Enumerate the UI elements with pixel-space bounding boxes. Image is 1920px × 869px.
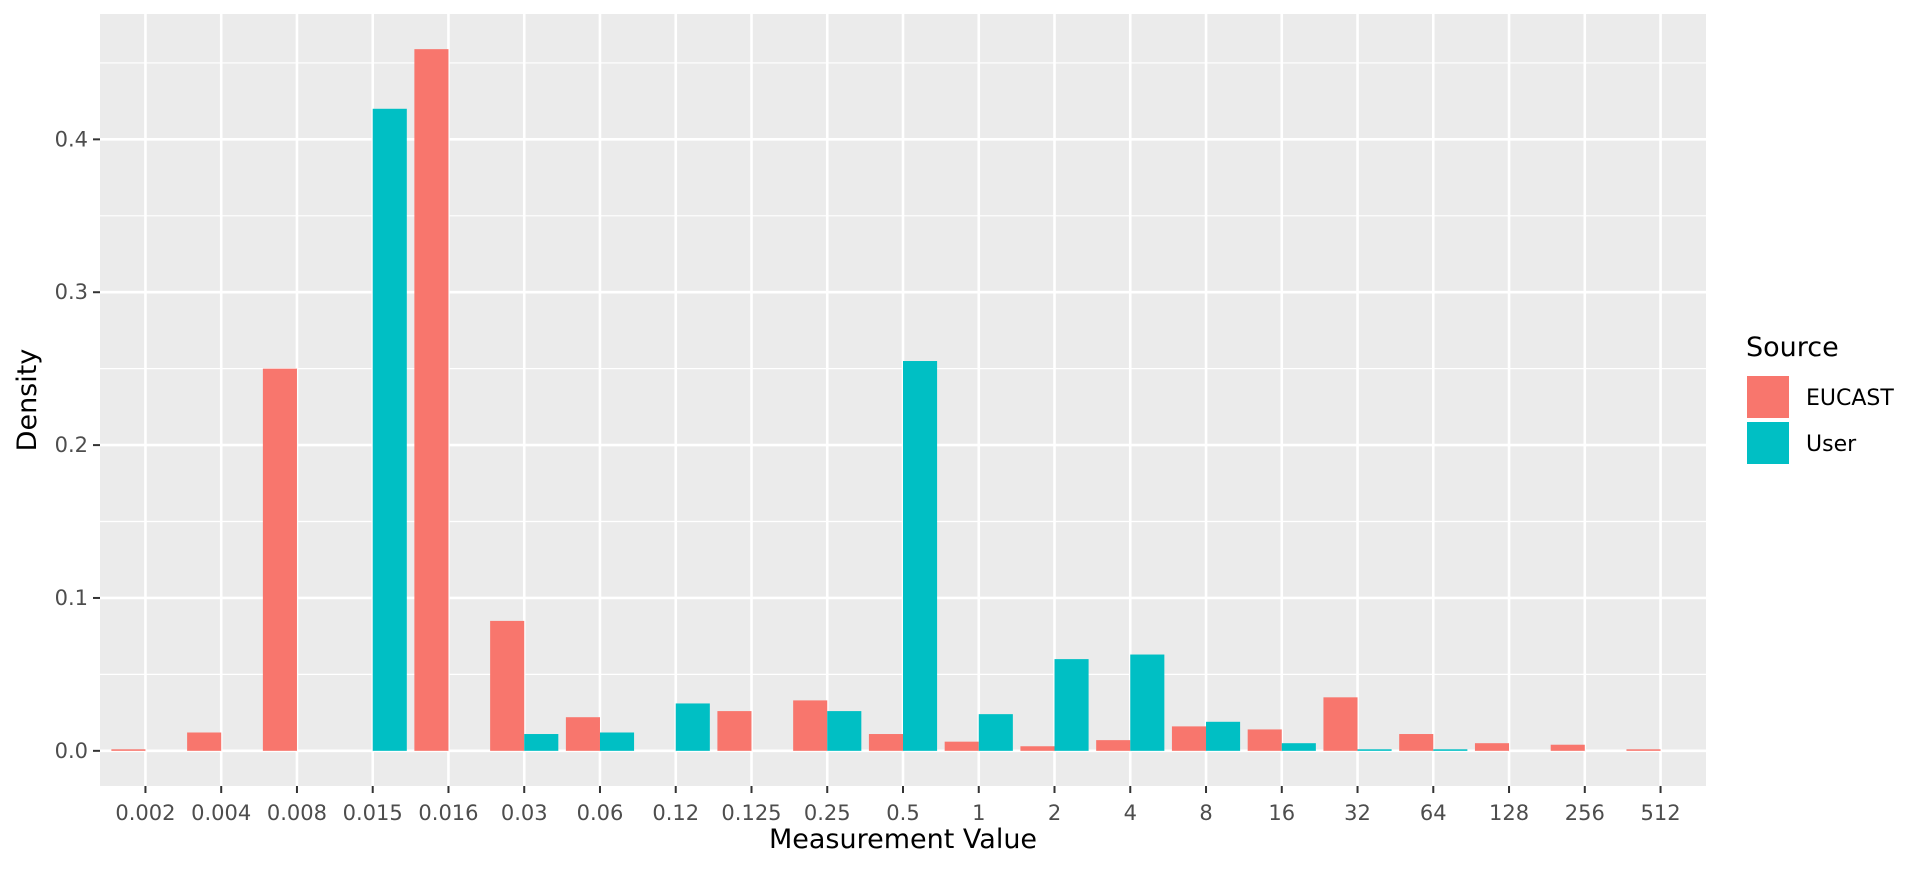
bar-eucast-8 bbox=[1171, 726, 1207, 751]
legend-label-eucast: EUCAST bbox=[1806, 386, 1894, 411]
bar-user-0.5 bbox=[903, 361, 938, 751]
x-tick-label: 0.016 bbox=[418, 801, 478, 825]
x-tick-label: 0.06 bbox=[577, 801, 624, 825]
bar-eucast-0.004 bbox=[187, 732, 222, 751]
bar-eucast-0.03 bbox=[490, 620, 525, 751]
x-tick-label: 0.25 bbox=[804, 801, 851, 825]
x-tick-label: 2 bbox=[1048, 801, 1061, 825]
bar-user-1 bbox=[978, 714, 1013, 751]
bar-user-0.25 bbox=[827, 711, 862, 751]
bar-eucast-0.002 bbox=[111, 749, 146, 751]
bar-eucast-16 bbox=[1247, 729, 1282, 751]
x-tick-label: 16 bbox=[1268, 801, 1295, 825]
x-tick-label: 1 bbox=[972, 801, 985, 825]
legend: Source EUCAST User bbox=[1745, 332, 1894, 466]
x-tick-label: 0.03 bbox=[501, 801, 548, 825]
x-tick-label: 64 bbox=[1420, 801, 1447, 825]
bar-user-0.03 bbox=[524, 734, 559, 751]
bar-eucast-512 bbox=[1626, 749, 1661, 751]
x-tick-label: 512 bbox=[1641, 801, 1681, 825]
legend-label-user: User bbox=[1806, 432, 1857, 457]
bar-eucast-0.016 bbox=[414, 49, 449, 751]
bar-user-16 bbox=[1281, 743, 1316, 751]
y-tick-label: 0.2 bbox=[55, 433, 88, 457]
x-tick-label: 4 bbox=[1124, 801, 1137, 825]
legend-key-user bbox=[1745, 420, 1791, 466]
x-tick-label: 128 bbox=[1489, 801, 1529, 825]
legend-key-eucast bbox=[1745, 374, 1791, 420]
bar-user-0.06 bbox=[599, 732, 635, 751]
bar-eucast-4 bbox=[1096, 740, 1131, 751]
bar-user-8 bbox=[1206, 721, 1241, 751]
bar-eucast-1 bbox=[944, 741, 979, 751]
bar-user-32 bbox=[1357, 749, 1392, 751]
bar-user-4 bbox=[1130, 654, 1165, 751]
x-tick-label: 0.5 bbox=[886, 801, 919, 825]
bar-user-64 bbox=[1433, 749, 1468, 751]
x-tick-label: 32 bbox=[1344, 801, 1371, 825]
x-tick-label: 0.12 bbox=[652, 801, 699, 825]
bars bbox=[111, 49, 1661, 751]
x-axis-label: Measurement Value bbox=[769, 824, 1037, 855]
y-axis-ticks: 0.0 0.1 0.2 0.3 0.4 bbox=[55, 127, 100, 763]
bar-user-0.015 bbox=[372, 108, 407, 751]
bar-eucast-0.06 bbox=[565, 717, 600, 751]
y-tick-label: 0.0 bbox=[55, 739, 88, 763]
bar-eucast-0.5 bbox=[868, 734, 903, 751]
bar-eucast-128 bbox=[1474, 743, 1510, 751]
bar-eucast-2 bbox=[1020, 746, 1055, 751]
x-tick-label: 0.008 bbox=[267, 801, 327, 825]
bar-eucast-64 bbox=[1399, 734, 1434, 751]
y-axis-label: Density bbox=[12, 349, 43, 452]
bar-eucast-256 bbox=[1550, 744, 1585, 751]
bar-user-0.12 bbox=[675, 703, 710, 751]
x-axis-ticks: 0.002 0.004 0.008 0.015 0.016 0.03 0.06 0.12 0.1… bbox=[115, 786, 1681, 825]
x-tick-label: 8 bbox=[1199, 801, 1212, 825]
legend-title: Source bbox=[1746, 332, 1839, 363]
x-tick-label: 0.004 bbox=[191, 801, 251, 825]
bar-eucast-0.008 bbox=[262, 368, 297, 751]
x-tick-label: 256 bbox=[1565, 801, 1605, 825]
bar-eucast-0.125 bbox=[717, 711, 752, 751]
y-tick-label: 0.1 bbox=[55, 586, 88, 610]
x-tick-label: 0.002 bbox=[115, 801, 175, 825]
y-tick-label: 0.3 bbox=[55, 280, 88, 304]
x-tick-label: 0.125 bbox=[721, 801, 781, 825]
bar-eucast-0.25 bbox=[793, 700, 828, 751]
y-tick-label: 0.4 bbox=[55, 127, 88, 151]
bar-eucast-32 bbox=[1323, 697, 1358, 751]
bar-user-2 bbox=[1054, 659, 1089, 751]
x-tick-label: 0.015 bbox=[343, 801, 403, 825]
